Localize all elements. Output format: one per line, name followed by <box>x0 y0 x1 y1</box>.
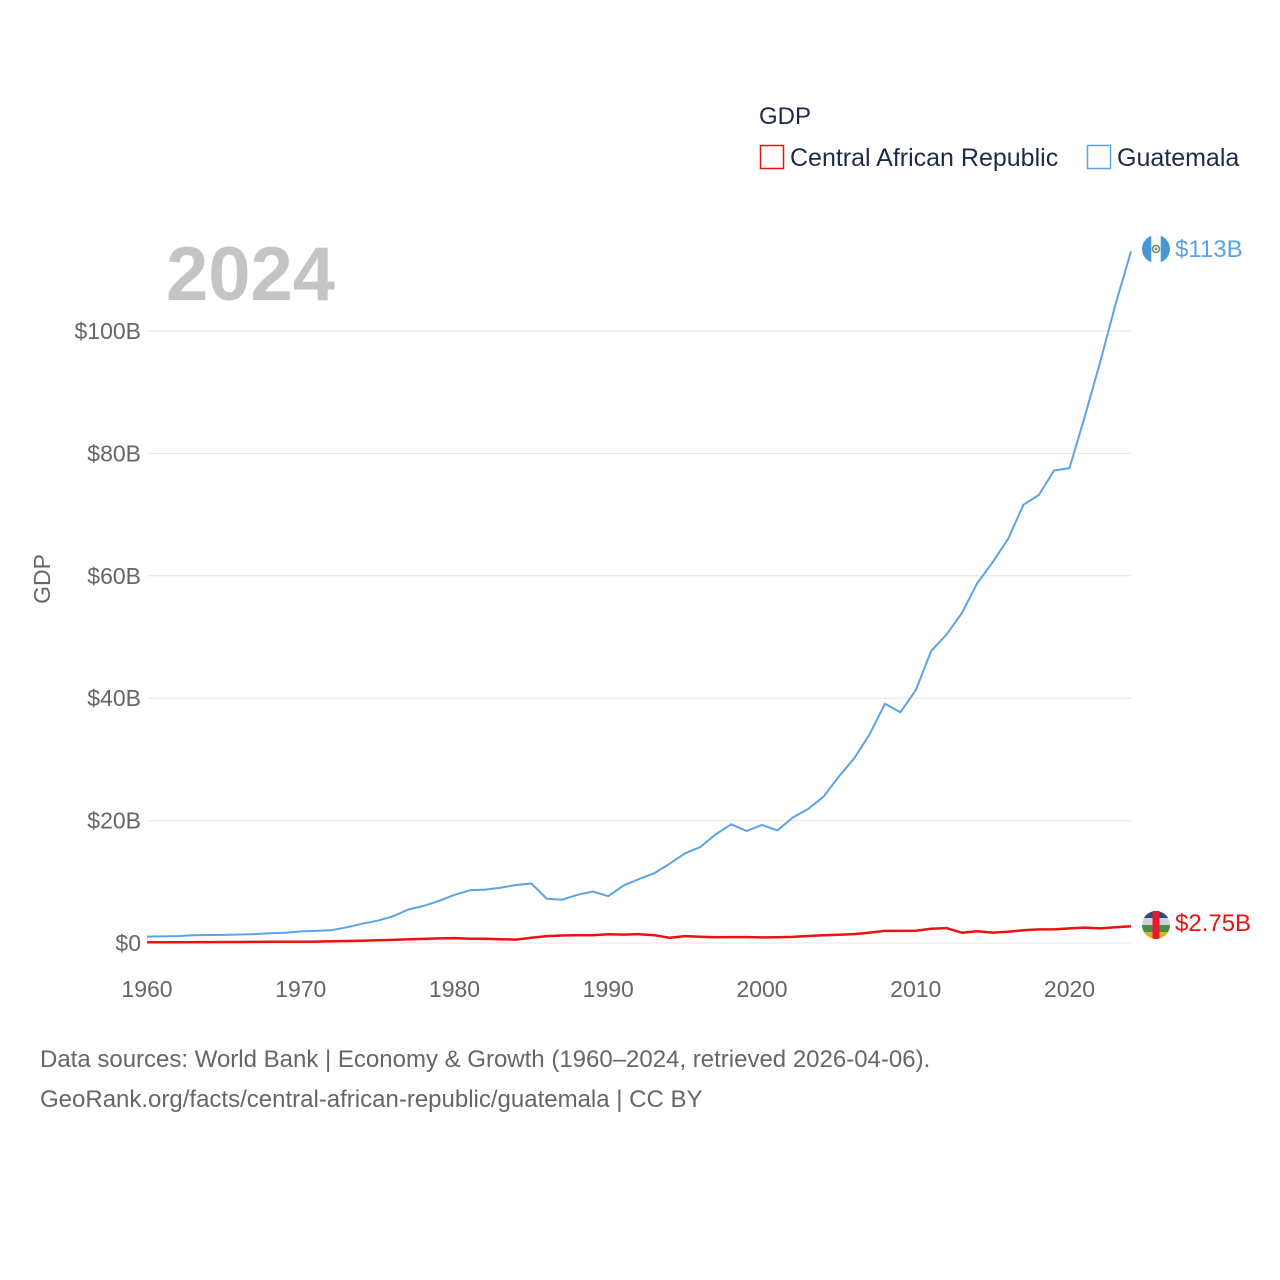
legend-item-guatemala[interactable]: Guatemala <box>1086 144 1240 172</box>
legend-label-guatemala: Guatemala <box>1117 144 1239 172</box>
y-axis: $0 $20B $40B $60B $80B $100B <box>74 318 141 956</box>
series-layer <box>146 251 1132 944</box>
x-tick-label: 1970 <box>275 976 326 1002</box>
x-axis: 1960 1970 1980 1990 2000 2010 2020 <box>121 976 1095 1002</box>
x-tick-label: 2010 <box>890 976 941 1002</box>
y-axis-title: GDP <box>29 554 55 604</box>
y-tick-label: $20B <box>87 808 141 834</box>
x-tick-label: 1990 <box>583 976 634 1002</box>
legend-title: GDP <box>759 103 811 130</box>
footer: Data sources: World Bank | Economy & Gro… <box>40 1040 930 1120</box>
legend-swatch-central-african-republic <box>759 144 785 170</box>
y-tick-label: $40B <box>87 685 141 711</box>
legend-item-central-african-republic[interactable]: Central African Republic <box>759 144 1059 172</box>
x-tick-label: 1960 <box>121 976 172 1002</box>
guatemala-flag-icon <box>1142 235 1170 263</box>
series-line-central-african-republic[interactable] <box>147 924 1132 944</box>
guatemala-end-label: $113B <box>1175 236 1243 263</box>
y-tick-label: $0 <box>115 930 141 956</box>
series-line-guatemala[interactable] <box>146 251 1132 938</box>
central-african-republic-end-label: $2.75B <box>1175 910 1251 937</box>
legend: GDP Central African Republic Guatemala <box>759 103 1239 172</box>
y-tick-label: $80B <box>87 440 141 466</box>
x-tick-label: 2020 <box>1044 976 1095 1002</box>
gridlines <box>147 330 1131 944</box>
x-tick-label: 2000 <box>736 976 787 1002</box>
x-tick-label: 1980 <box>429 976 480 1002</box>
legend-swatch-guatemala <box>1086 144 1112 170</box>
y-tick-label: $60B <box>87 563 141 589</box>
legend-label-central-african-republic: Central African Republic <box>790 144 1058 172</box>
year-label: 2024 <box>166 232 335 317</box>
source-link[interactable]: GeoRank.org/facts/central-african-republ… <box>40 1086 703 1113</box>
central-african-republic-flag-icon <box>1142 911 1170 939</box>
y-tick-label: $100B <box>74 318 141 344</box>
data-source-note: Data sources: World Bank | Economy & Gro… <box>40 1046 931 1073</box>
